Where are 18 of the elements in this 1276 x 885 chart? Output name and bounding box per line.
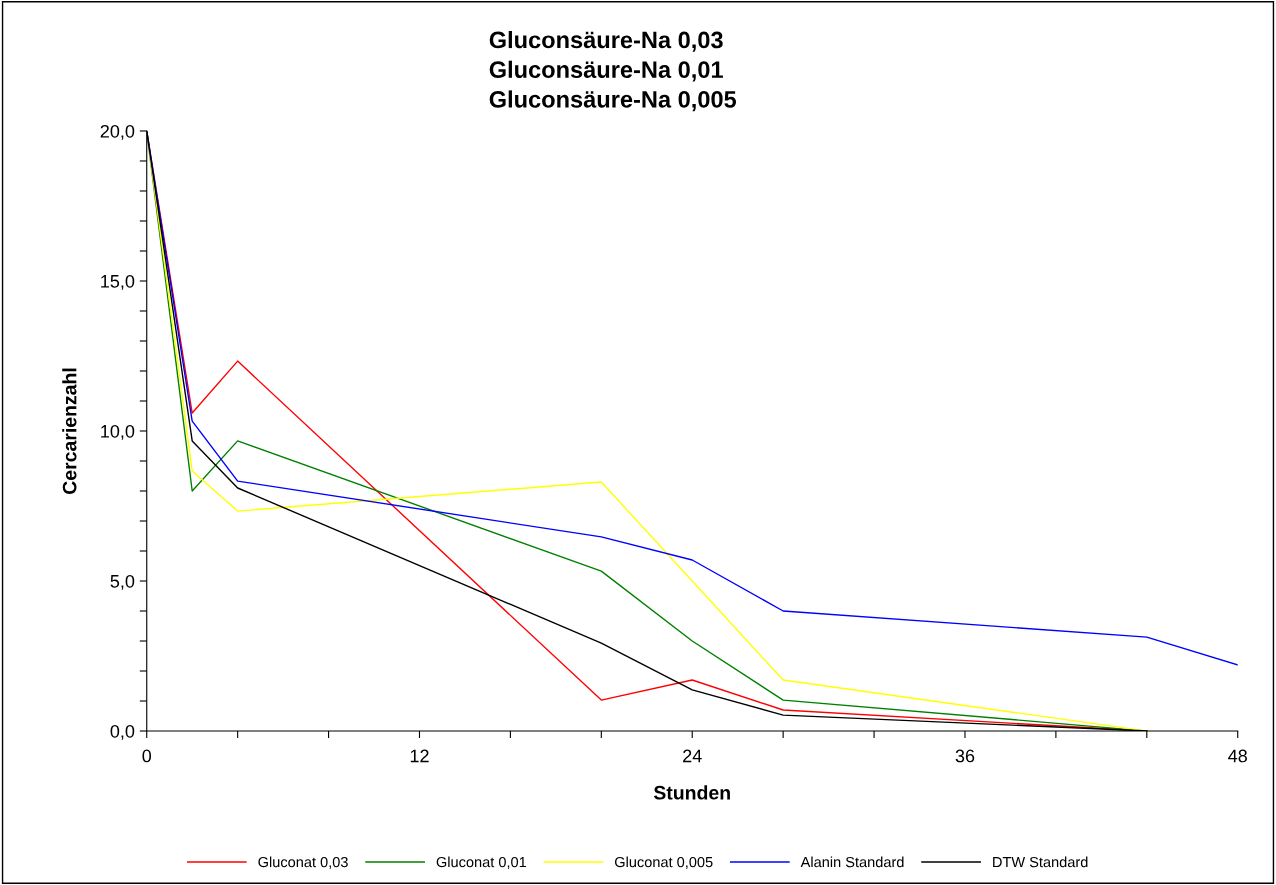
legend-label: Gluconat 0,01 [436, 856, 527, 869]
legend-label: DTW Standard [993, 856, 1088, 868]
chart-title: Gluconsäure-Na 0,03 Gluconsäure-Na 0,01 Gluconsäure-Na 0,005 [489, 30, 737, 112]
x-tick-label: 48 [1228, 749, 1247, 763]
y-tick-label: 20,0 [100, 124, 135, 140]
y-tick-label: 5,0 [110, 574, 135, 590]
y-tick-label: 10,0 [101, 424, 135, 440]
x-tick-label: 36 [955, 749, 975, 763]
x-axis-title: Stunden [653, 785, 730, 800]
legend-label: Gluconat 0,03 [258, 856, 348, 869]
y-axis-title: Cercarienzahl [62, 368, 77, 494]
x-tick-label: 0 [142, 749, 152, 763]
x-tick-label: 24 [683, 749, 702, 763]
x-tick-label: 12 [410, 749, 429, 763]
y-tick-label: 0,0 [110, 724, 135, 740]
legend-label: Gluconat 0,005 [614, 856, 713, 869]
legend-label: Alanin Standard [800, 856, 904, 868]
y-tick-label: 15,0 [101, 274, 135, 290]
